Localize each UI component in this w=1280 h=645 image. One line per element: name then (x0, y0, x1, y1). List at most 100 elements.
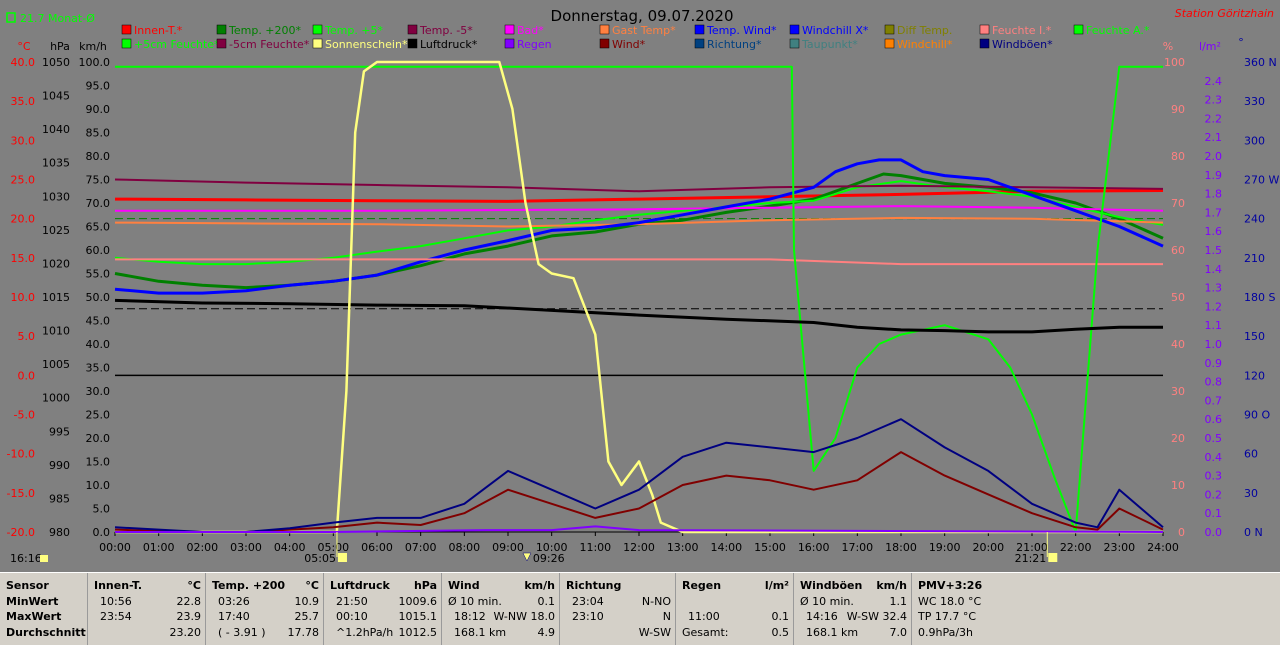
rain-tick-label: 0.3 (1205, 470, 1223, 483)
legend: Innen-T.* Temp. +200* Temp. +5* Temp. -5* Ba… (121, 24, 1150, 51)
pressure-tick-label: 1035 (42, 157, 70, 170)
time-tick-label: 23:00 (1103, 541, 1135, 554)
wind-tick-label: 30.0 (86, 385, 111, 398)
rain-unit: l/m² (1199, 40, 1221, 53)
rain-tick-label: 0.5 (1205, 432, 1223, 445)
boeen-mean-value: 7.0 (889, 625, 908, 639)
weather-chart: 40.0 35.0 30.0 25.0 20.0 15.0 10.0 5.0 0.0 -5.0 -1… (6, 7, 1280, 565)
pressure-tick-label: 1010 (42, 325, 70, 338)
legend-swatch (216, 38, 227, 49)
wind-avg-value: 0.1 (537, 594, 556, 608)
current-time-label: 16:16 (10, 552, 42, 565)
time-tick-label: 04:00 (274, 541, 306, 554)
temp-unit: °C (17, 40, 31, 53)
summary-druck-col: Luftdruck hPa 21:50 1009.6 00:10 1015.1 ^1.… (324, 573, 442, 645)
summary-innen-col: Innen-T. °C 10:56 22.8 23:54 23.9 23.20 (88, 573, 206, 645)
wind-tick-label: 70.0 (86, 197, 111, 210)
legend-label: Temp. Wind* (706, 24, 777, 37)
direction-tick-label: 90 O (1244, 409, 1270, 422)
direction-tick-label: 300 (1244, 134, 1265, 147)
series-temp-5 (114, 178, 1164, 193)
summary-boeen-col: Windböen km/h Ø 10 min. 1.1 14:16 W-SW 32.4… (794, 573, 912, 645)
rain-tick-label: 0.4 (1205, 451, 1223, 464)
time-tick-label: 12:00 (623, 541, 655, 554)
legend-swatch (216, 24, 227, 35)
rain-tick-label: 2.4 (1205, 75, 1223, 88)
legend-label: Windböen* (992, 38, 1053, 51)
rain-tick-label: 1.9 (1205, 169, 1223, 182)
legend-label: Wind* (612, 38, 646, 51)
legend-label: Diff Temp. (897, 24, 952, 37)
pmv-windchill: WC 18.0 °C (918, 594, 982, 608)
druck-head: Luftdruck (330, 579, 390, 593)
series-wind (114, 451, 1164, 533)
pressure-tick-label: 1025 (42, 224, 70, 237)
series-luftdruck (114, 298, 1163, 334)
series-regen (115, 525, 1164, 533)
innen-max-time: 23:54 (100, 610, 132, 624)
rain-tick-label: 1.0 (1205, 338, 1223, 351)
humidity-tick-label: 70 (1171, 197, 1185, 210)
time-tick-label: 20:00 (972, 541, 1004, 554)
rain-tick-label: 2.1 (1205, 131, 1223, 144)
sunset-swatch (1048, 553, 1058, 562)
direction-tick-label: 120 (1244, 369, 1265, 382)
legend-label: Windchill* (897, 38, 953, 51)
series-feuchte-i (115, 258, 1163, 266)
legend-swatch (979, 38, 990, 49)
rain-tick-label: 1.6 (1205, 225, 1223, 238)
innen-min-time: 10:56 (100, 594, 132, 608)
wind-tick-label: 85.0 (86, 127, 111, 140)
pressure-tick-label: 1015 (42, 291, 70, 304)
pmv-dewpoint: TP 17.7 °C (918, 610, 977, 624)
rain-tick-label: 0.1 (1205, 507, 1223, 520)
legend-label: Gast Temp* (612, 24, 676, 37)
max-label: MaxWert (6, 610, 62, 624)
time-tick-label: 10:00 (536, 541, 568, 554)
time-tick-label: 16:00 (798, 541, 830, 554)
legend-swatch (694, 38, 705, 49)
direction-tick-label: 270 W (1244, 174, 1279, 187)
rain-tick-label: 0.6 (1205, 413, 1223, 426)
wind-max-time: 18:12 (454, 610, 486, 624)
time-tick-label: 11:00 (579, 541, 611, 554)
wind-max-value: W-NW 18.0 (493, 610, 556, 624)
axes: 40.0 35.0 30.0 25.0 20.0 15.0 10.0 5.0 0.0 -5.0 -1… (7, 36, 1280, 554)
wind-tick-label: 5.0 (93, 503, 111, 516)
pressure-tick-label: 1030 (42, 190, 70, 203)
legend-label: -5cm Feuchte* (229, 38, 310, 51)
wind-avg-label: Ø 10 min. (448, 594, 502, 608)
temp-tick-label: 35.0 (11, 95, 36, 108)
summary-regen-col: Regen l/m² 11:00 0.1 Gesamt: 0.5 (676, 573, 794, 645)
temp-tick-label: -20.0 (7, 526, 35, 539)
plot-area (115, 62, 1163, 532)
pressure-tick-label: 985 (49, 492, 70, 505)
wind-tick-label: 100.0 (79, 56, 111, 69)
time-tick-label: 15:00 (754, 541, 786, 554)
summary-wind-col: Wind km/h Ø 10 min. 0.1 18:12 W-NW 18.0 168… (442, 573, 560, 645)
wind-unit: km/h (79, 40, 107, 53)
pressure-tick-label: 1005 (42, 358, 70, 371)
temp200-avg-value: 17.78 (287, 625, 320, 639)
druck-avg-value: 1012.5 (398, 625, 438, 639)
rain-tick-label: 2.2 (1205, 112, 1223, 125)
humidity-tick-label: 50 (1171, 291, 1185, 304)
regen-total-value: 0.5 (771, 625, 790, 639)
station-name: Station Göritzhain (1175, 7, 1274, 20)
rain-tick-label: 0.9 (1205, 357, 1223, 370)
wind-tick-label: 25.0 (86, 409, 111, 422)
direction-tick-label: 150 (1244, 330, 1265, 343)
series-bad (115, 205, 1164, 212)
wind-run: 168.1 km (454, 625, 507, 639)
sun-max-label: 09:26 (533, 552, 565, 565)
legend-swatch (694, 24, 705, 35)
humidity-tick-label: 100 (1164, 56, 1185, 69)
rain-tick-label: 1.7 (1205, 206, 1223, 219)
druck-unit: hPa (413, 579, 437, 593)
pmv-head: PMV+3:26 (918, 579, 983, 593)
month-avg-label: 21.7 Monat-Ø (20, 12, 95, 25)
richtung-avg-value: W-SW (638, 625, 671, 639)
rain-tick-label: 2.0 (1205, 150, 1223, 163)
temp-tick-label: -5.0 (14, 409, 35, 422)
direction-tick-label: 0 N (1244, 526, 1263, 539)
